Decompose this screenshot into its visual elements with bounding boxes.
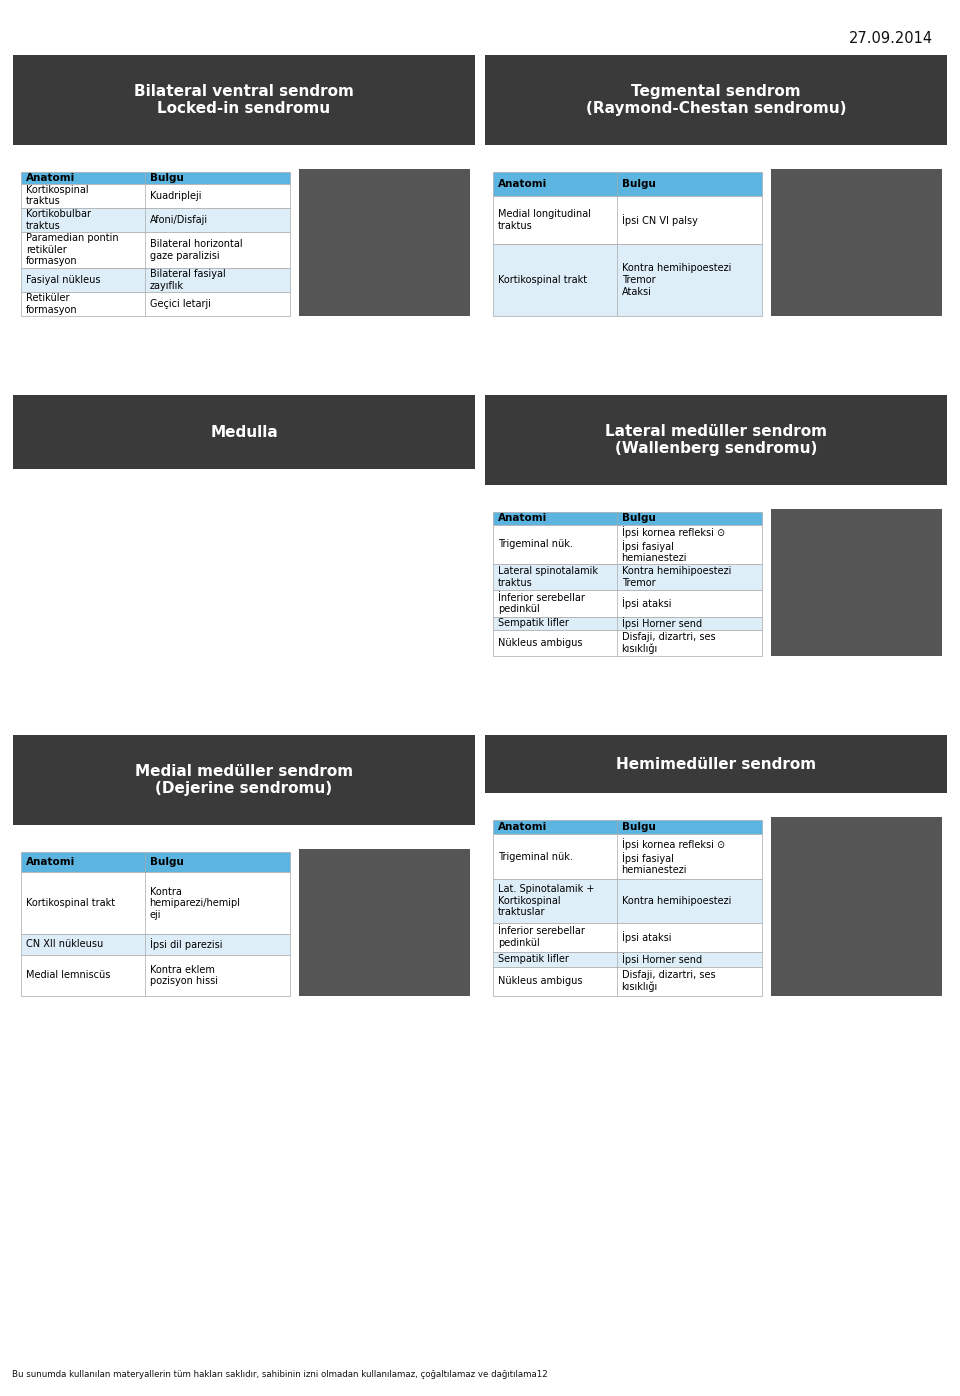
Bar bbox=[493, 630, 762, 656]
Text: Kontra
hemiparezi/hemipl
eji: Kontra hemiparezi/hemipl eji bbox=[150, 886, 241, 920]
Text: Anatomi: Anatomi bbox=[498, 179, 547, 188]
Bar bbox=[493, 195, 762, 244]
Text: Disfaji, dizartri, ses
kısıklığı: Disfaji, dizartri, ses kısıklığı bbox=[622, 970, 715, 993]
Bar bbox=[300, 169, 470, 315]
Bar bbox=[21, 208, 290, 232]
Text: Hemimedüller sendrom: Hemimedüller sendrom bbox=[616, 757, 816, 772]
Bar bbox=[493, 835, 762, 878]
Bar bbox=[300, 849, 470, 995]
Text: Bulgu: Bulgu bbox=[622, 822, 656, 832]
Text: Bu sunumda kullanılan materyallerin tüm hakları saklıdır, sahibinin izni olmadan: Bu sunumda kullanılan materyallerin tüm … bbox=[12, 1371, 547, 1379]
Text: Bulgu: Bulgu bbox=[622, 179, 656, 188]
Text: Disfaji, dizartri, ses
kısıklığı: Disfaji, dizartri, ses kısıklığı bbox=[622, 632, 715, 653]
Bar bbox=[493, 923, 762, 952]
Text: Kontra eklem
pozisyon hissi: Kontra eklem pozisyon hissi bbox=[150, 965, 218, 986]
Text: ⊕ VA/PICA dalı: ⊕ VA/PICA dalı bbox=[496, 491, 571, 503]
Text: İnferior serebellar
pedinkül: İnferior serebellar pedinkül bbox=[498, 927, 585, 948]
Bar bbox=[493, 244, 762, 315]
Bar bbox=[493, 591, 762, 617]
Text: ⊕ VA+PICA+ASA: ⊕ VA+PICA+ASA bbox=[496, 800, 585, 810]
Bar bbox=[21, 872, 290, 934]
Text: Kontra hemihipoestezi
Tremor
Ataksi: Kontra hemihipoestezi Tremor Ataksi bbox=[622, 264, 731, 296]
Bar bbox=[13, 395, 475, 469]
Text: Bulgu: Bulgu bbox=[622, 514, 656, 524]
Bar bbox=[493, 564, 762, 591]
Text: İpsi ataksi: İpsi ataksi bbox=[622, 597, 671, 610]
Bar bbox=[21, 172, 290, 184]
Bar bbox=[485, 395, 947, 484]
Text: İpsi kornea refleksi ⊙
İpsi fasiyal
hemianestezi: İpsi kornea refleksi ⊙ İpsi fasiyal hemi… bbox=[622, 526, 725, 563]
Text: Medial lemniscüs: Medial lemniscüs bbox=[26, 970, 110, 980]
Bar bbox=[493, 172, 762, 195]
Bar bbox=[21, 268, 290, 292]
Text: Nükleus ambigus: Nükleus ambigus bbox=[498, 638, 583, 648]
Text: Kortikobulbar
traktus: Kortikobulbar traktus bbox=[26, 209, 91, 230]
Text: İpsi kornea refleksi ⊙
İpsi fasiyal
hemianestezi: İpsi kornea refleksi ⊙ İpsi fasiyal hemi… bbox=[622, 838, 725, 875]
Bar bbox=[772, 510, 943, 656]
Bar bbox=[772, 169, 943, 315]
Bar bbox=[493, 511, 762, 525]
Text: Geçici letarji: Geçici letarji bbox=[150, 299, 210, 309]
Text: İpsi CN VI palsy: İpsi CN VI palsy bbox=[622, 214, 698, 226]
Bar bbox=[493, 617, 762, 630]
Text: Retiküler
formasyon: Retiküler formasyon bbox=[26, 293, 78, 314]
Text: Medulla: Medulla bbox=[210, 424, 277, 440]
Text: CN XII nükleusu: CN XII nükleusu bbox=[26, 940, 103, 949]
Text: Trigeminal nük.: Trigeminal nük. bbox=[498, 539, 573, 550]
Bar bbox=[493, 819, 762, 835]
Bar bbox=[485, 54, 947, 145]
Text: İpsi Horner send: İpsi Horner send bbox=[622, 953, 702, 965]
Text: Anatomi: Anatomi bbox=[498, 514, 547, 524]
Bar bbox=[493, 525, 762, 564]
Text: Nükleus ambigus: Nükleus ambigus bbox=[498, 976, 583, 987]
Text: Bilateral horizontal
gaze paralizisi: Bilateral horizontal gaze paralizisi bbox=[150, 239, 242, 261]
Bar bbox=[485, 736, 947, 793]
Text: Kortikospinal trakt: Kortikospinal trakt bbox=[26, 898, 115, 909]
Text: Bilateral ventral sendrom
Locked-in sendromu: Bilateral ventral sendrom Locked-in send… bbox=[134, 84, 354, 116]
Bar bbox=[493, 878, 762, 923]
Text: Medial medüller sendrom
(Dejerine sendromu): Medial medüller sendrom (Dejerine sendro… bbox=[135, 764, 353, 796]
Bar bbox=[772, 817, 943, 995]
Text: Afoni/Disfaji: Afoni/Disfaji bbox=[150, 215, 207, 225]
Text: Kortikospinal trakt: Kortikospinal trakt bbox=[498, 275, 588, 285]
Text: Trigeminal nük.: Trigeminal nük. bbox=[498, 852, 573, 861]
Text: ⊕ BA: ⊕ BA bbox=[25, 152, 51, 162]
Text: Kontra hemihipoestezi: Kontra hemihipoestezi bbox=[622, 896, 731, 906]
Text: Medial longitudinal
traktus: Medial longitudinal traktus bbox=[498, 209, 591, 230]
Text: İpsi Horner send: İpsi Horner send bbox=[622, 617, 702, 630]
Text: Kontra hemihipoestezi
Tremor: Kontra hemihipoestezi Tremor bbox=[622, 567, 731, 588]
Text: İpsi ataksi: İpsi ataksi bbox=[622, 931, 671, 944]
Text: Lateral medüller sendrom
(Wallenberg sendromu): Lateral medüller sendrom (Wallenberg sen… bbox=[605, 424, 827, 456]
Text: ⊕ BA/Ant. paramedian A.: ⊕ BA/Ant. paramedian A. bbox=[496, 152, 627, 162]
Bar bbox=[21, 232, 290, 268]
Text: Lateral spinotalamik
traktus: Lateral spinotalamik traktus bbox=[498, 567, 598, 588]
Text: İnferior serebellar
pedinkül: İnferior serebellar pedinkül bbox=[498, 593, 585, 614]
Text: Lat. Spinotalamik +
Kortikospinal
traktuslar: Lat. Spinotalamik + Kortikospinal traktu… bbox=[498, 884, 594, 917]
Bar bbox=[21, 934, 290, 955]
Bar bbox=[21, 852, 290, 872]
Text: Anatomi: Anatomi bbox=[26, 173, 75, 183]
Text: Anatomi: Anatomi bbox=[26, 857, 75, 867]
Bar bbox=[21, 955, 290, 995]
Text: Kuadripleji: Kuadripleji bbox=[150, 191, 202, 201]
Text: Bulgu: Bulgu bbox=[150, 173, 183, 183]
Text: Sempatik lifler: Sempatik lifler bbox=[498, 955, 569, 965]
Text: Bulgu: Bulgu bbox=[150, 857, 183, 867]
Text: Sempatik lifler: Sempatik lifler bbox=[498, 618, 569, 628]
Text: Tegmental sendrom
(Raymond-Chestan sendromu): Tegmental sendrom (Raymond-Chestan sendr… bbox=[586, 84, 847, 116]
Text: Kortikospinal
traktus: Kortikospinal traktus bbox=[26, 184, 88, 207]
Bar bbox=[21, 292, 290, 315]
Bar bbox=[493, 952, 762, 966]
Text: Fasiyal nükleus: Fasiyal nükleus bbox=[26, 275, 101, 285]
Text: Bilateral fasiyal
zayıflık: Bilateral fasiyal zayıflık bbox=[150, 269, 226, 290]
Bar bbox=[13, 54, 475, 145]
Text: 27.09.2014: 27.09.2014 bbox=[849, 31, 933, 46]
Bar bbox=[21, 184, 290, 208]
Text: İpsi dil parezisi: İpsi dil parezisi bbox=[150, 938, 222, 951]
Text: ⊕ VA / Ant. Spinal A.: ⊕ VA / Ant. Spinal A. bbox=[25, 832, 131, 842]
Text: Anatomi: Anatomi bbox=[498, 822, 547, 832]
Text: Paramedian pontin
retiküler
formasyon: Paramedian pontin retiküler formasyon bbox=[26, 233, 119, 267]
Bar bbox=[493, 966, 762, 995]
Bar bbox=[13, 736, 475, 825]
